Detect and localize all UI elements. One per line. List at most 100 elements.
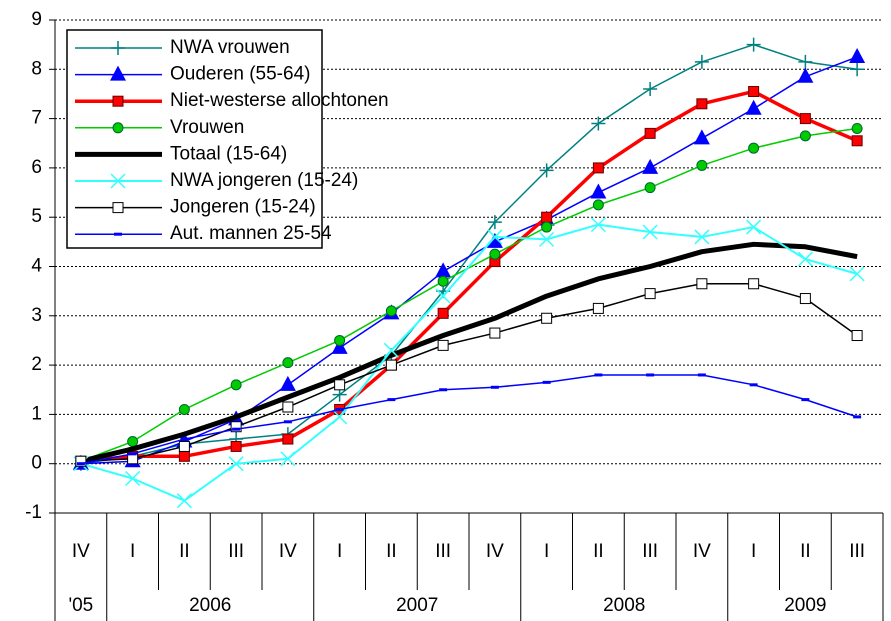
series-line <box>80 241 858 464</box>
series-line <box>80 223 858 502</box>
x-tick-label: III <box>435 541 451 562</box>
x-tick-label: IV <box>693 541 711 562</box>
marker <box>799 130 811 142</box>
marker <box>487 229 503 245</box>
year-label: 2008 <box>603 595 645 616</box>
year-label: '05 <box>68 595 93 616</box>
marker <box>748 278 760 290</box>
marker <box>644 182 656 194</box>
legend-label: Aut. mannen 25-54 <box>170 223 332 244</box>
y-tick-label: 5 <box>31 206 42 227</box>
series <box>76 373 862 466</box>
marker <box>282 401 294 413</box>
marker <box>437 307 449 319</box>
y-tick-label: 7 <box>31 108 42 129</box>
year-label: 2006 <box>189 595 231 616</box>
x-tick-label: I <box>751 541 756 562</box>
x-tick-label: III <box>642 541 658 562</box>
series-line <box>80 374 858 465</box>
x-tick-label: II <box>800 541 811 562</box>
marker <box>178 403 190 415</box>
marker <box>541 312 553 324</box>
marker <box>383 342 399 358</box>
marker <box>693 129 710 145</box>
marker <box>127 436 139 448</box>
marker <box>282 357 294 369</box>
marker <box>539 231 555 247</box>
marker <box>851 122 863 134</box>
x-tick-label: II <box>386 541 397 562</box>
marker <box>110 173 126 189</box>
marker <box>230 440 242 452</box>
series <box>75 85 863 467</box>
y-tick-label: 0 <box>31 453 42 474</box>
x-tick-label: IV <box>72 541 90 562</box>
y-tick-label: 9 <box>31 9 42 30</box>
legend-box <box>66 29 323 249</box>
marker <box>385 305 397 317</box>
marker <box>437 275 449 287</box>
marker <box>850 62 865 77</box>
marker <box>230 421 242 433</box>
marker <box>486 232 503 248</box>
y-tick-label: 4 <box>31 256 42 277</box>
x-tick-label: II <box>593 541 604 562</box>
marker <box>642 158 659 174</box>
marker <box>178 450 190 462</box>
marker <box>798 54 813 69</box>
legend-label: Niet-westerse allochtonen <box>170 90 389 111</box>
marker <box>437 339 449 351</box>
marker <box>746 219 762 235</box>
x-tick-label: III <box>228 541 244 562</box>
x-tick-label: I <box>337 541 342 562</box>
marker <box>590 183 607 199</box>
marker <box>694 54 709 69</box>
marker <box>643 82 658 97</box>
marker <box>282 433 294 445</box>
year-label: 2007 <box>396 595 438 616</box>
marker <box>176 493 192 509</box>
marker <box>435 288 451 304</box>
series <box>75 278 863 467</box>
legend-label: NWA vrouwen <box>170 37 290 58</box>
marker <box>644 127 656 139</box>
marker <box>644 288 656 300</box>
marker <box>331 338 348 354</box>
y-tick-label: 8 <box>31 58 42 79</box>
marker <box>489 248 501 260</box>
marker <box>334 334 346 346</box>
y-tick-label: 1 <box>31 403 42 424</box>
marker <box>178 440 190 452</box>
marker <box>592 302 604 314</box>
series-line <box>80 89 858 463</box>
marker <box>112 95 124 107</box>
marker <box>435 262 452 278</box>
marker <box>112 202 124 214</box>
marker <box>694 229 710 245</box>
x-tick-label: IV <box>486 541 504 562</box>
marker <box>849 266 865 282</box>
marker <box>696 98 708 110</box>
marker <box>851 135 863 147</box>
marker <box>230 379 242 391</box>
marker <box>332 409 348 425</box>
marker <box>334 379 346 391</box>
x-tick-label: I <box>130 541 135 562</box>
marker <box>592 199 604 211</box>
legend-label: Jongeren (15-24) <box>170 197 316 218</box>
legend-label: Totaal (15-64) <box>170 143 287 164</box>
marker <box>851 330 863 342</box>
series <box>80 241 858 464</box>
marker <box>487 215 502 230</box>
legend-label: Vrouwen <box>170 117 244 138</box>
marker <box>746 37 761 52</box>
marker <box>591 116 606 131</box>
legend-label: Ouderen (55-64) <box>170 64 310 85</box>
marker <box>228 456 244 472</box>
marker <box>748 85 760 97</box>
marker <box>748 142 760 154</box>
marker <box>696 278 708 290</box>
marker <box>799 113 811 125</box>
y-tick-label: 3 <box>31 305 42 326</box>
